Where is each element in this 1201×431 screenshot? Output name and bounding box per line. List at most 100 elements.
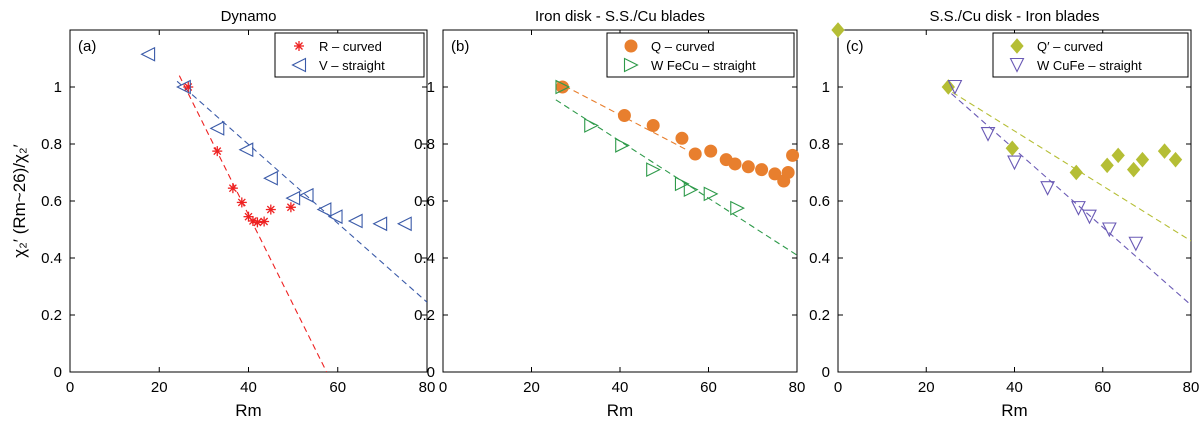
y-tick-label: 0 xyxy=(427,364,435,381)
data-point xyxy=(703,186,719,202)
panel-title: Iron disk - S.S./Cu blades xyxy=(535,8,705,25)
y-tick-label: 0.8 xyxy=(41,136,62,153)
data-point xyxy=(617,109,631,122)
data-point xyxy=(265,204,276,215)
data-point xyxy=(675,131,689,145)
data-point xyxy=(555,79,571,95)
legend-marker xyxy=(624,39,638,53)
data-point xyxy=(285,190,301,206)
data-point xyxy=(741,160,755,174)
data-point xyxy=(555,80,569,94)
plot-area xyxy=(442,29,798,373)
data-point xyxy=(285,202,296,213)
legend-entry-label: V – straight xyxy=(319,58,385,73)
data-point xyxy=(236,197,247,208)
legend-entry-label: R – curved xyxy=(319,39,382,54)
data-point xyxy=(1168,151,1183,168)
y-tick-label: 0 xyxy=(822,364,830,381)
data-point xyxy=(1157,143,1172,159)
legend-entry-label: W CuFe – straight xyxy=(1037,58,1142,73)
y-tick-label: 0.6 xyxy=(41,193,62,210)
data-point xyxy=(755,163,769,177)
data-point xyxy=(646,118,660,132)
data-point xyxy=(683,182,699,197)
panel-c: S.S./Cu disk - Iron blades (c) 0 20 40 60 80 0 0… xyxy=(809,8,1199,420)
y-tick-label: 0.2 xyxy=(414,307,435,324)
data-point xyxy=(212,146,223,157)
data-point xyxy=(786,148,800,162)
data-point xyxy=(316,202,332,217)
x-tick-label: 40 xyxy=(1006,379,1023,396)
x-axis-label: Rm xyxy=(1001,401,1027,420)
legend-box xyxy=(606,32,795,78)
x-tick-label: 40 xyxy=(240,379,257,396)
x-axis-label: Rm xyxy=(235,401,261,420)
x-tick-label: 60 xyxy=(700,379,717,396)
data-point xyxy=(1069,164,1083,181)
data-point xyxy=(768,167,782,181)
legend-entry-label: Q′ – curved xyxy=(1037,39,1103,54)
panel-label: (b) xyxy=(451,38,469,55)
x-tick-label: 60 xyxy=(1094,379,1111,396)
fit-line xyxy=(943,86,1191,242)
plot-area xyxy=(69,29,428,373)
y-tick-label: 1 xyxy=(54,79,62,96)
data-point xyxy=(396,216,412,232)
data-point xyxy=(1126,161,1141,178)
y-tick-label: 0.4 xyxy=(809,250,830,267)
data-point xyxy=(347,213,363,229)
y-tick-label: 0.4 xyxy=(414,250,435,267)
data-point xyxy=(584,118,599,133)
data-point xyxy=(947,79,963,95)
data-point xyxy=(646,162,661,178)
panel-title: Dynamo xyxy=(221,8,277,25)
data-point xyxy=(615,138,630,153)
legend-marker xyxy=(291,57,307,73)
legend-entry-label: W FeCu – straight xyxy=(651,58,756,73)
data-point xyxy=(1128,236,1144,252)
data-point xyxy=(941,79,955,95)
y-tick-label: 0.2 xyxy=(809,307,830,324)
x-tick-label: 40 xyxy=(612,379,629,396)
data-point xyxy=(980,126,996,142)
x-tick-label: 80 xyxy=(1183,379,1200,396)
legend-marker xyxy=(1009,57,1025,73)
data-point xyxy=(1082,209,1097,225)
legend: Q′ – curved W CuFe – straight xyxy=(992,32,1189,78)
legend: R – curved V – straight xyxy=(274,32,425,78)
legend-box xyxy=(992,32,1189,78)
data-point xyxy=(831,22,845,38)
panel-b: Iron disk - S.S./Cu blades (b) 0 20 40 60 80 0 0… xyxy=(414,8,805,420)
data-point xyxy=(704,144,718,158)
y-tick-label: 1 xyxy=(822,79,830,96)
data-point xyxy=(259,216,270,227)
data-point xyxy=(1100,157,1114,174)
data-point xyxy=(327,209,343,225)
data-point xyxy=(1005,140,1019,157)
legend-marker xyxy=(294,41,304,51)
y-tick-label: 0.8 xyxy=(809,136,830,153)
data-point xyxy=(298,187,314,203)
y-tick-label: 0.4 xyxy=(41,250,62,267)
x-tick-label: 80 xyxy=(789,379,806,396)
data-point xyxy=(1007,155,1022,171)
data-point xyxy=(227,183,238,194)
x-tick-label: 0 xyxy=(439,379,447,396)
legend: Q – curved W FeCu – straight xyxy=(606,32,795,78)
data-point xyxy=(263,170,278,186)
data-point xyxy=(688,147,702,161)
x-tick-label: 0 xyxy=(834,379,842,396)
data-point xyxy=(176,79,191,95)
y-tick-label: 0.6 xyxy=(414,193,435,210)
y-tick-label: 1 xyxy=(427,79,435,96)
y-tick-label: 0.2 xyxy=(41,307,62,324)
y-tick-label: 0 xyxy=(54,364,62,381)
x-tick-label: 20 xyxy=(523,379,540,396)
data-point xyxy=(1101,222,1117,238)
y-axis-label: χ₂′ (Rm~26)/χ₂′ xyxy=(10,144,29,257)
data-point xyxy=(209,120,225,136)
panel-label: (c) xyxy=(846,38,864,55)
data-point xyxy=(781,166,795,179)
data-point xyxy=(1040,181,1055,196)
data-point xyxy=(1071,201,1086,216)
